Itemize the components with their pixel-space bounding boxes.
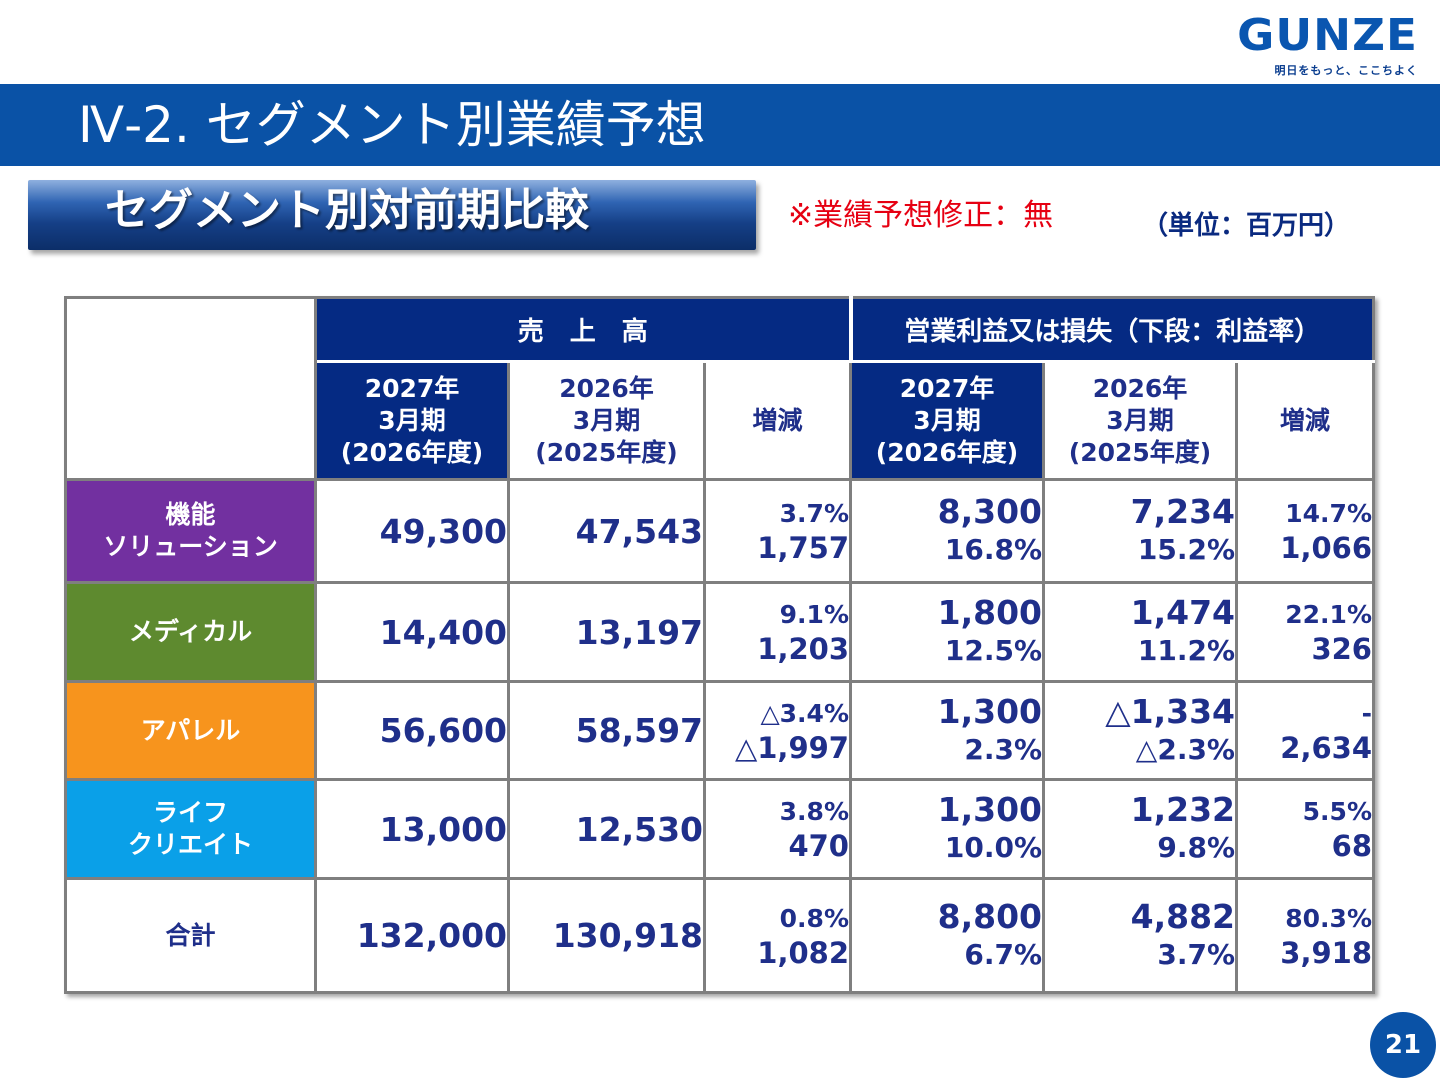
op-change-header: 増減: [1235, 360, 1375, 481]
section-heading-box: セグメント別対前期比較: [28, 180, 756, 250]
op-previous: 4,882 3.7%: [1042, 877, 1238, 994]
segment-label: 合計: [64, 877, 317, 994]
op-current: 8,300 16.8%: [849, 478, 1045, 584]
sales-previous: 58,597: [507, 680, 706, 781]
table-row: 合計 132,000 130,918 0.8% 1,082 8,800 6.7% 4…: [64, 877, 1375, 994]
sales-previous: 13,197: [507, 581, 706, 683]
op-previous: △1,334 △2.3%: [1042, 680, 1238, 781]
segment-label: ライフ クリエイト: [64, 778, 317, 880]
section-heading: セグメント別対前期比較: [105, 185, 589, 236]
page-number: 21: [1370, 1012, 1436, 1078]
sales-current: 56,600: [314, 680, 510, 781]
table-row: 機能 ソリューション 49,300 47,543 3.7% 1,757 8,300 1…: [64, 478, 1375, 584]
unit-label: （単位：百万円）: [1142, 211, 1351, 241]
logo-wordmark: GUNZE: [1237, 10, 1418, 61]
op-previous-period-header: 2026年 3月期 (2025年度): [1042, 360, 1238, 481]
op-current: 1,800 12.5%: [849, 581, 1045, 683]
segment-label: 機能 ソリューション: [64, 478, 317, 584]
table-row: メディカル 14,400 13,197 9.1% 1,203 1,800 12.5%…: [64, 581, 1375, 683]
sales-previous: 47,543: [507, 478, 706, 584]
sales-previous: 130,918: [507, 877, 706, 994]
sales-change-header: 増減: [703, 360, 852, 481]
sales-current: 13,000: [314, 778, 510, 880]
op-change: 5.5% 68: [1235, 778, 1375, 880]
segment-label: メディカル: [64, 581, 317, 683]
sales-change: 3.7% 1,757: [703, 478, 852, 584]
op-current: 8,800 6.7%: [849, 877, 1045, 994]
op-previous: 1,232 9.8%: [1042, 778, 1238, 880]
sales-current: 49,300: [314, 478, 510, 584]
gunze-logo: GUNZE 明日をもっと、ここちよく: [1218, 12, 1418, 78]
segment-label: アパレル: [64, 680, 317, 781]
logo-tagline: 明日をもっと、ここちよく: [1274, 64, 1418, 77]
sales-group-header: 売 上 高: [314, 296, 853, 363]
op-current: 1,300 10.0%: [849, 778, 1045, 880]
table-row: アパレル 56,600 58,597 △3.4% △1,997 1,300 2.3%…: [64, 680, 1375, 781]
op-change: 14.7% 1,066: [1235, 478, 1375, 584]
sales-change: 9.1% 1,203: [703, 581, 852, 683]
op-previous: 7,234 15.2%: [1042, 478, 1238, 584]
operating-group-header: 営業利益又は損失（下段：利益率）: [849, 296, 1375, 363]
table-row: ライフ クリエイト 13,000 12,530 3.8% 470 1,300 10.0…: [64, 778, 1375, 880]
sales-change: 0.8% 1,082: [703, 877, 852, 994]
sales-change: △3.4% △1,997: [703, 680, 852, 781]
page-title: Ⅳ-2. セグメント別業績予想: [78, 96, 706, 154]
sales-current: 132,000: [314, 877, 510, 994]
sales-change: 3.8% 470: [703, 778, 852, 880]
forecast-revision-notice: ※業績予想修正：無: [788, 198, 1054, 233]
segment-comparison-table: 売 上 高 営業利益又は損失（下段：利益率） 2027年 3月期 (2026年度…: [64, 296, 1375, 994]
title-bar: Ⅳ-2. セグメント別業績予想: [0, 84, 1440, 166]
sales-current: 14,400: [314, 581, 510, 683]
op-change: 80.3% 3,918: [1235, 877, 1375, 994]
sales-previous: 12,530: [507, 778, 706, 880]
op-current: 1,300 2.3%: [849, 680, 1045, 781]
sales-current-period-header: 2027年 3月期 (2026年度): [314, 360, 510, 481]
op-current-period-header: 2027年 3月期 (2026年度): [849, 360, 1045, 481]
op-change: -2,634: [1235, 680, 1375, 781]
op-change: 22.1% 326: [1235, 581, 1375, 683]
sales-previous-period-header: 2026年 3月期 (2025年度): [507, 360, 706, 481]
op-previous: 1,474 11.2%: [1042, 581, 1238, 683]
table-corner: [64, 296, 317, 481]
